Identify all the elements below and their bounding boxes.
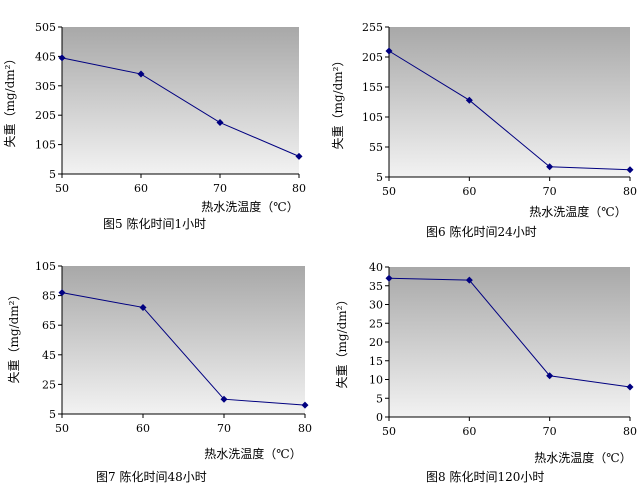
x-axis-label: 热水洗温度（℃） bbox=[201, 199, 298, 214]
y-tick-label: 5 bbox=[376, 171, 383, 184]
data-point bbox=[385, 274, 393, 282]
data-point bbox=[216, 119, 224, 127]
chart-caption: 图6 陈化时间24小时 bbox=[426, 224, 537, 239]
x-tick-label: 80 bbox=[623, 425, 637, 438]
chart-caption: 图7 陈化时间48小时 bbox=[96, 469, 207, 484]
data-point bbox=[385, 47, 393, 55]
data-point bbox=[58, 54, 66, 62]
chart-heat-wash-120h: 0 5 10 15 20 25 30 35 40 50 60 70 80 失重（mg/dm²） 热水洗温… bbox=[334, 261, 637, 484]
y-tick-label: 105 bbox=[35, 139, 56, 152]
data-point bbox=[626, 166, 634, 174]
x-tick-label: 60 bbox=[462, 425, 476, 438]
series-line bbox=[388, 50, 631, 171]
chart-caption: 图8 陈化时间120小时 bbox=[426, 469, 544, 484]
series-line bbox=[61, 292, 306, 406]
plot-area bbox=[62, 27, 299, 174]
y-tick-label: 505 bbox=[35, 21, 56, 34]
plot-area bbox=[62, 266, 305, 414]
y-tick-label: 205 bbox=[362, 51, 383, 64]
x-axis-label: 热水洗温度（℃） bbox=[204, 446, 301, 461]
data-point bbox=[295, 152, 303, 160]
y-tick-label: 85 bbox=[42, 290, 56, 303]
x-tick-label: 70 bbox=[543, 185, 557, 198]
y-tick-label: 35 bbox=[369, 280, 383, 293]
x-axis-label: 热水洗温度（℃） bbox=[529, 204, 626, 219]
x-tick-label: 50 bbox=[382, 425, 396, 438]
y-tick-label: 65 bbox=[42, 319, 56, 332]
y-tick-label: 25 bbox=[369, 317, 383, 330]
x-tick-label: 70 bbox=[217, 422, 231, 435]
plot-area bbox=[389, 267, 630, 417]
plot-area bbox=[389, 27, 630, 177]
y-tick-label: 155 bbox=[362, 81, 383, 94]
x-tick-label: 80 bbox=[298, 422, 312, 435]
y-tick-label: 20 bbox=[369, 336, 383, 349]
x-tick-label: 50 bbox=[55, 422, 69, 435]
y-axis-label: 失重（mg/dm²） bbox=[6, 289, 21, 384]
data-point bbox=[58, 289, 66, 297]
chart-caption: 图5 陈化时间1小时 bbox=[103, 216, 206, 231]
y-tick-label: 405 bbox=[35, 50, 56, 63]
x-tick-label: 80 bbox=[623, 185, 637, 198]
y-tick-label: 5 bbox=[376, 392, 383, 405]
x-tick-label: 70 bbox=[543, 425, 557, 438]
x-tick-label: 50 bbox=[55, 182, 69, 195]
data-point bbox=[301, 401, 309, 409]
x-tick-label: 80 bbox=[292, 182, 306, 195]
y-axis-label: 失重（mg/dm²） bbox=[334, 294, 349, 389]
x-tick-label: 70 bbox=[213, 182, 227, 195]
data-point bbox=[546, 163, 554, 171]
y-tick-label: 105 bbox=[362, 111, 383, 124]
y-tick-label: 0 bbox=[376, 411, 383, 424]
y-tick-label: 305 bbox=[35, 80, 56, 93]
y-tick-label: 25 bbox=[42, 378, 56, 391]
y-tick-label: 40 bbox=[369, 261, 383, 274]
y-tick-label: 5 bbox=[49, 168, 56, 181]
y-tick-label: 5 bbox=[49, 408, 56, 421]
x-tick-label: 60 bbox=[462, 185, 476, 198]
y-tick-label: 55 bbox=[369, 141, 383, 154]
y-axis-label: 失重（mg/dm²） bbox=[2, 53, 17, 148]
data-point bbox=[137, 70, 145, 78]
data-point bbox=[465, 276, 473, 284]
data-point bbox=[546, 372, 554, 380]
data-point bbox=[465, 96, 473, 104]
y-tick-label: 45 bbox=[42, 349, 56, 362]
y-tick-label: 30 bbox=[369, 299, 383, 312]
y-tick-label: 15 bbox=[369, 355, 383, 368]
data-point bbox=[626, 383, 634, 391]
x-tick-label: 60 bbox=[134, 182, 148, 195]
series-line bbox=[61, 57, 300, 157]
chart-heat-wash-1h: 5 105 205 305 405 505 50 60 70 80 失重（mg/dm²） 热水洗温… bbox=[2, 21, 306, 231]
y-axis-label: 失重（mg/dm²） bbox=[330, 55, 345, 150]
data-point bbox=[139, 303, 147, 311]
y-tick-label: 10 bbox=[369, 374, 383, 387]
y-tick-label: 255 bbox=[362, 21, 383, 34]
x-tick-label: 50 bbox=[382, 185, 396, 198]
y-tick-label: 105 bbox=[35, 260, 56, 273]
x-tick-label: 60 bbox=[136, 422, 150, 435]
chart-heat-wash-48h: 5 25 45 65 85 105 50 60 70 80 失重（mg/dm²） 热水洗温度（℃）… bbox=[6, 260, 312, 484]
data-point bbox=[220, 395, 228, 403]
x-axis-label: 热水洗温度（℃） bbox=[534, 450, 631, 465]
y-tick-label: 205 bbox=[35, 109, 56, 122]
series-line bbox=[388, 277, 631, 388]
